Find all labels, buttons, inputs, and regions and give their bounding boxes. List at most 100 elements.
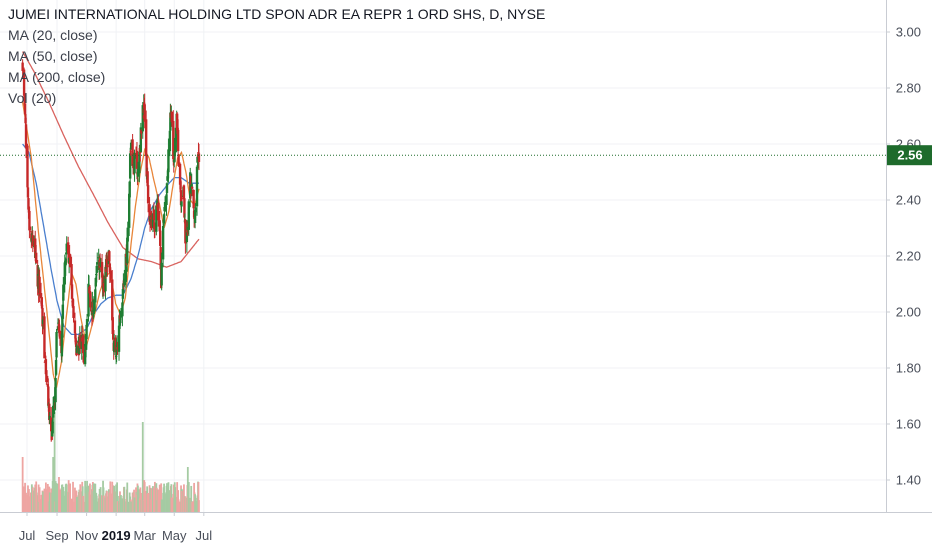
candle-body-3 — [23, 103, 27, 115]
volume-bar-46 — [53, 412, 56, 512]
last-price-label: 2.56 — [887, 145, 932, 166]
time-tick-label-0: Jul — [19, 528, 36, 543]
candle-175 — [140, 128, 143, 140]
candle-135 — [112, 333, 116, 356]
candle-body-83 — [78, 346, 81, 355]
candle-225 — [174, 127, 177, 162]
candle-body-175 — [140, 130, 143, 134]
volume-bar-230 — [177, 499, 180, 512]
candle-70 — [68, 253, 72, 268]
candle-body-227 — [175, 113, 179, 131]
price-tick-label-4: 2.20 — [896, 249, 921, 264]
legend-volume[interactable]: Vol (20) — [8, 90, 57, 106]
candle-body-55 — [58, 330, 62, 339]
volume-bar-90 — [82, 501, 85, 512]
candle-body-120 — [102, 282, 106, 293]
volume-bar-80 — [75, 497, 78, 512]
candle-body-229 — [176, 129, 180, 151]
candle-body-117 — [101, 273, 104, 288]
candle-60 — [62, 276, 65, 306]
candle-body-251 — [192, 189, 195, 209]
time-axis[interactable]: Jul Sep Nov 2019 Mar May Jul — [19, 512, 213, 543]
candle-body-60 — [62, 284, 65, 301]
volume-bar-165 — [133, 497, 136, 512]
candle-body-161 — [131, 139, 134, 166]
candle-body-180 — [143, 104, 146, 122]
candle-body-39 — [48, 403, 51, 421]
candle-body-45 — [51, 405, 55, 418]
candle-body-10 — [28, 210, 31, 231]
candle-159 — [129, 149, 132, 156]
candle-230 — [177, 153, 180, 167]
volume-bar-51 — [57, 483, 59, 512]
price-tick-label-7: 1.60 — [896, 417, 921, 432]
volume-bar-145 — [120, 495, 122, 512]
legend-ma20[interactable]: MA (20, close) — [8, 27, 98, 43]
candle-110 — [96, 252, 99, 273]
volume-bar-180 — [143, 482, 146, 512]
candle-body-260 — [197, 153, 201, 162]
volume-bar-197 — [155, 487, 158, 512]
volume-bar-10 — [28, 496, 31, 512]
candle-body-206 — [161, 225, 165, 260]
candle-181 — [144, 110, 148, 157]
volume-bar-70 — [69, 483, 72, 512]
candle-body-194 — [153, 222, 156, 230]
candle-40 — [48, 412, 51, 425]
candle-body-37 — [47, 386, 50, 406]
candle-body-75 — [72, 306, 75, 318]
candle-80 — [75, 343, 79, 354]
volume-bar-150 — [123, 486, 126, 512]
price-axis[interactable]: 3.002.802.602.402.202.001.801.601.40 — [886, 25, 921, 488]
candle-body-91 — [83, 343, 87, 365]
candle-body-250 — [190, 186, 194, 189]
candle-body-40 — [48, 415, 51, 420]
legend-ma50[interactable]: MA (50, close) — [8, 48, 98, 64]
time-tick-label-2: Nov — [75, 528, 99, 543]
candle-140 — [116, 341, 119, 356]
candle-body-65 — [65, 243, 68, 252]
candle-105 — [92, 296, 96, 318]
candle-body-96 — [87, 283, 90, 317]
candle-body-11 — [29, 231, 33, 233]
grid-lines — [0, 0, 886, 512]
volume-bar-53 — [58, 477, 60, 512]
volume-bar-240 — [184, 496, 187, 512]
candle-body-25 — [38, 276, 41, 295]
candle-body-76 — [73, 320, 77, 334]
candle-body-115 — [99, 262, 102, 266]
candle-212 — [165, 182, 169, 200]
candle-body-66 — [66, 242, 70, 254]
volume-bar-105 — [92, 483, 95, 512]
volume-bar-176 — [141, 422, 144, 512]
candle-body-85 — [79, 335, 82, 349]
volume-bar-186 — [148, 485, 151, 512]
candle-body-220 — [170, 112, 174, 123]
candle-195 — [153, 228, 157, 238]
legend-ma200[interactable]: MA (200, close) — [8, 69, 106, 85]
candle-body-195 — [153, 228, 157, 232]
candle-body-5 — [24, 124, 28, 149]
time-tick-label-6: Jul — [195, 528, 212, 543]
candle-260 — [197, 143, 201, 171]
candle-body-128 — [108, 263, 112, 273]
candle-body-240 — [184, 219, 187, 244]
candle-body-221 — [172, 120, 175, 160]
candle-body-64 — [65, 252, 68, 255]
candle-245 — [187, 199, 190, 237]
candle-body-157 — [128, 181, 131, 198]
candle-body-193 — [152, 209, 156, 220]
volume-bar-204 — [160, 483, 163, 512]
volume-bar-35 — [45, 489, 48, 512]
candle-body-136 — [114, 337, 117, 353]
candle-body-203 — [159, 247, 162, 270]
volume-bar-74 — [72, 481, 74, 512]
candle-body-158 — [128, 153, 132, 179]
candle-body-125 — [106, 265, 109, 267]
candle-170 — [136, 161, 140, 182]
volume-bar-130 — [109, 493, 112, 512]
candle-205 — [160, 252, 163, 291]
volume-bar-170 — [137, 485, 139, 512]
candle-85 — [79, 332, 82, 354]
